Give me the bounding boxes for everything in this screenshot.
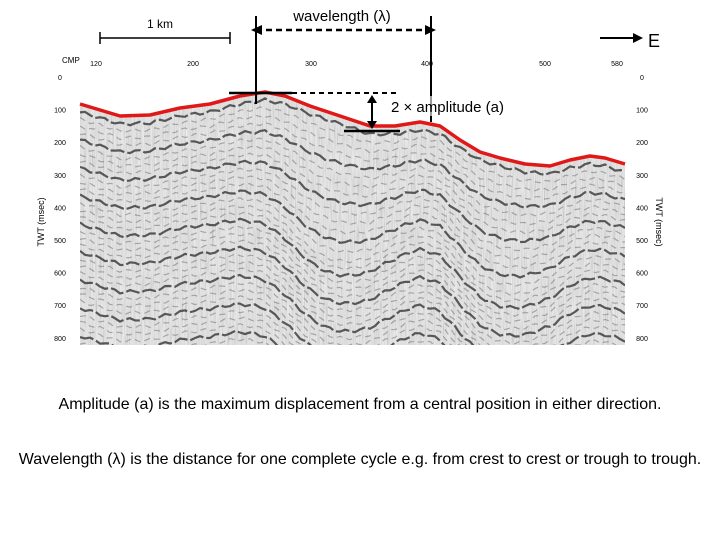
reflector-line — [80, 273, 625, 345]
cmp-tick-label: 120 — [90, 61, 102, 68]
reflector-line — [80, 211, 625, 303]
cmp-tick-label: 400 — [421, 61, 433, 68]
reflector-line — [80, 245, 625, 338]
twt-tick-label: 500 — [54, 238, 66, 245]
reflector-line — [80, 225, 625, 317]
reflector-line — [80, 302, 625, 345]
reflector-line — [80, 137, 625, 217]
twt-right-axis-label: TWT (msec) — [654, 197, 664, 246]
amplitude-marker: 2 × amplitude (a) — [229, 91, 524, 133]
cmp-tick-label: 580 — [611, 61, 623, 68]
reflector-line — [80, 159, 625, 244]
twt-tick-label: 400 — [636, 205, 648, 212]
twt-tick-label: 300 — [636, 173, 648, 180]
reflector-line — [80, 329, 625, 345]
twt-tick-label: 0 — [58, 75, 62, 82]
reflector-line — [80, 197, 625, 287]
cmp-label: CMP — [62, 56, 80, 65]
reflector-line — [80, 152, 625, 235]
amplitude-label: 2 × amplitude (a) — [391, 99, 504, 116]
amplitude-definition: Amplitude (a) is the maximum displacemen… — [58, 396, 662, 413]
twt-tick-label: 600 — [54, 271, 66, 278]
scale-bar-label: 1 km — [147, 17, 173, 31]
top-horizon-line — [79, 90, 626, 168]
twt-tick-label: 800 — [54, 336, 66, 343]
seismic-section — [80, 92, 625, 345]
twt-tick-label: 700 — [54, 303, 66, 310]
reflector-line — [80, 97, 625, 176]
east-label: E — [648, 31, 660, 51]
seismic-reflectors — [80, 97, 625, 345]
twt-tick-label: 100 — [636, 108, 648, 115]
twt-tick-label: 0 — [640, 75, 644, 82]
twt-left-axis-label: TWT (msec) — [36, 197, 46, 246]
reflector-line — [80, 167, 625, 252]
reflector-line — [80, 217, 625, 311]
twt-left-tick-labels: 0 100 200 300 400 500 600 700 800 — [54, 75, 66, 343]
cmp-tick-label: 200 — [187, 61, 199, 68]
reflector-line — [80, 239, 625, 331]
reflector-line — [80, 182, 625, 270]
reflector-line — [80, 114, 625, 192]
twt-tick-label: 300 — [54, 173, 66, 180]
reflector-line — [80, 106, 625, 184]
east-arrow: E — [600, 31, 660, 51]
cmp-tick-label: 300 — [305, 61, 317, 68]
reflector-line — [80, 253, 625, 345]
reflector-line — [80, 204, 625, 296]
reflector-line — [80, 189, 625, 279]
twt-tick-label: 500 — [636, 238, 648, 245]
wavelength-definition: Wavelength (λ) is the distance for one c… — [18, 451, 702, 468]
twt-right-tick-labels: 0 100 200 300 400 500 600 700 800 — [636, 75, 648, 343]
reflector-line — [80, 260, 625, 345]
twt-tick-label: 800 — [636, 336, 648, 343]
reflector-line — [80, 129, 625, 210]
twt-tick-label: 700 — [636, 303, 648, 310]
cmp-tick-labels: 120 200 300 400 500 580 — [90, 61, 623, 68]
wavelength-marker: wavelength (λ) — [251, 8, 436, 122]
twt-tick-label: 100 — [54, 108, 66, 115]
scale-bar: 1 km — [99, 17, 231, 44]
reflector-line — [80, 145, 625, 226]
reflector-line — [80, 232, 625, 324]
cmp-tick-label: 500 — [539, 61, 551, 68]
twt-tick-label: 600 — [636, 271, 648, 278]
reflector-line — [80, 175, 625, 260]
twt-tick-label: 200 — [54, 140, 66, 147]
wavelength-label: wavelength (λ) — [292, 8, 391, 25]
twt-tick-label: 400 — [54, 205, 66, 212]
twt-tick-label: 200 — [636, 140, 648, 147]
